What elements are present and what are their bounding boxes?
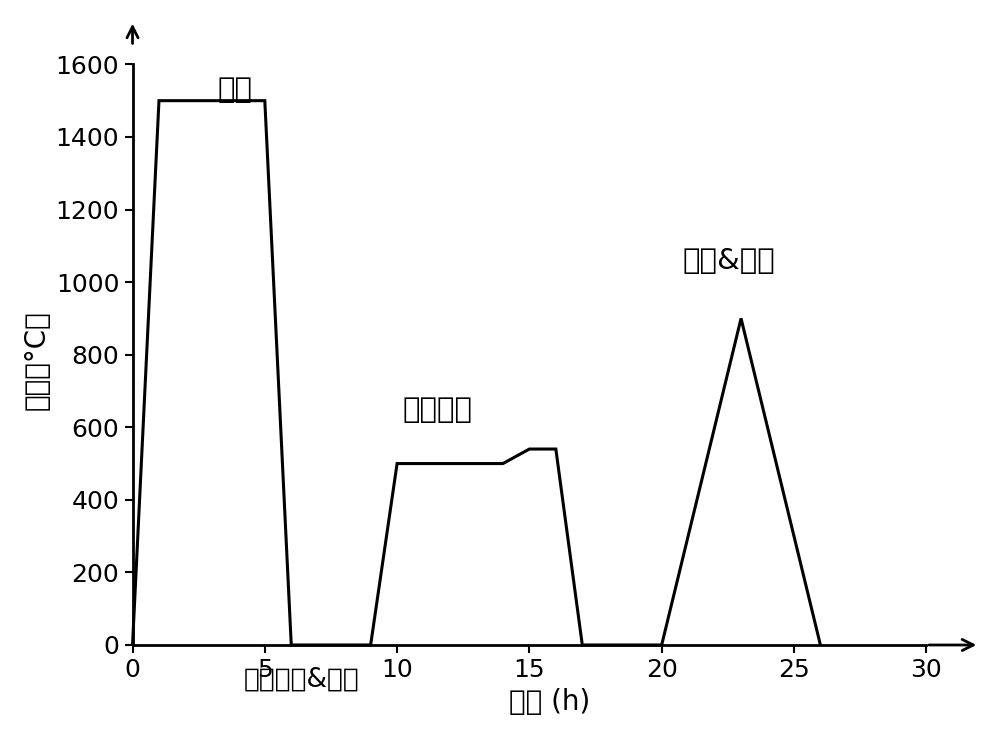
Text: 熶化: 熶化 <box>217 76 252 104</box>
Text: 玻璃烧结&粉碎: 玻璃烧结&粉碎 <box>244 666 359 692</box>
X-axis label: 时间 (h): 时间 (h) <box>509 688 590 716</box>
Y-axis label: 温度（°C）: 温度（°C） <box>22 310 50 410</box>
Text: 晶核形成: 晶核形成 <box>402 396 472 424</box>
Text: 饰面&结晶: 饰面&结晶 <box>683 247 776 275</box>
